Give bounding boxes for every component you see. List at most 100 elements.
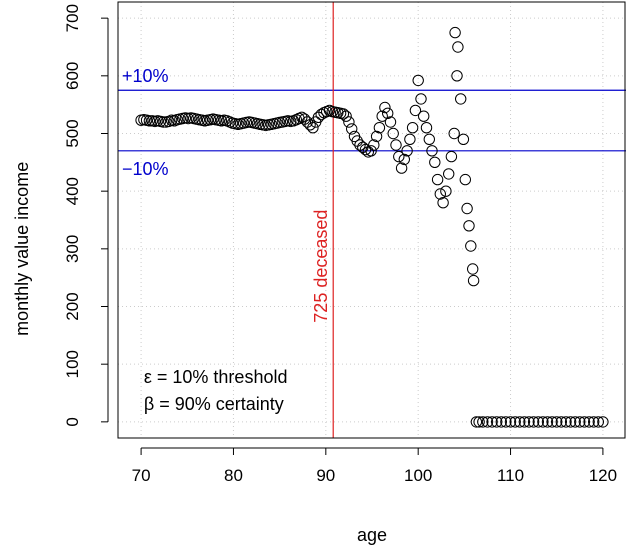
data-point <box>463 220 475 232</box>
data-point <box>470 416 483 428</box>
data-point <box>509 416 521 428</box>
data-point <box>457 133 470 146</box>
data-point <box>518 416 531 428</box>
data-point <box>420 122 433 134</box>
x-tick-label: 120 <box>589 466 617 485</box>
y-tick-label: 500 <box>63 119 82 147</box>
threshold-lines: +10% −10% <box>118 66 626 179</box>
grid <box>118 2 626 438</box>
data-point <box>588 416 600 428</box>
data-point <box>445 150 458 163</box>
data-point <box>434 188 446 200</box>
data-point <box>368 139 380 151</box>
data-point <box>437 197 449 209</box>
data-point <box>578 416 591 428</box>
data-point <box>481 416 494 428</box>
data-point <box>451 70 463 82</box>
data-point <box>412 74 424 87</box>
data-point <box>304 119 316 131</box>
threshold-label: −10% <box>122 159 169 179</box>
data-point <box>307 122 319 134</box>
data-point <box>379 101 391 114</box>
x-tick-label: 110 <box>497 466 524 485</box>
x-tick-label: 100 <box>404 466 432 485</box>
data-point <box>426 145 438 157</box>
data-point <box>376 110 388 122</box>
data-point <box>429 156 441 169</box>
data-point <box>406 122 419 134</box>
data-point <box>467 274 480 287</box>
data-point <box>449 26 461 39</box>
data-point <box>477 416 489 428</box>
x-axis-label: age <box>357 525 387 545</box>
y-tick-label: 400 <box>63 177 82 205</box>
data-point <box>555 416 567 428</box>
data-point <box>574 416 586 428</box>
y-tick-label: 300 <box>63 235 82 263</box>
deceased-label: 725 deceased <box>311 210 331 323</box>
data-point <box>387 127 399 140</box>
data-point <box>418 110 430 122</box>
y-axis: 0 100 200 300 400 500 600 700 <box>63 4 109 427</box>
data-point <box>401 145 413 157</box>
data-point <box>415 93 427 105</box>
data-point <box>143 115 156 127</box>
y-axis-label: monthly value income <box>12 162 32 336</box>
data-point <box>461 202 473 215</box>
y-tick-label: 700 <box>63 4 82 32</box>
data-point <box>395 162 408 174</box>
deceased-line-group: 725 deceased <box>311 2 334 438</box>
data-point <box>448 127 460 140</box>
data-point <box>486 416 498 428</box>
data-point <box>592 416 604 428</box>
y-tick-label: 100 <box>63 350 82 378</box>
data-point <box>569 416 581 428</box>
data-point <box>541 416 554 428</box>
data-point <box>455 93 467 105</box>
plot-frame <box>117 1 626 439</box>
data-point <box>373 122 386 134</box>
data-point <box>495 416 507 428</box>
data-point <box>409 104 422 117</box>
data-point <box>504 416 517 428</box>
data-point <box>500 416 512 428</box>
data-point <box>459 173 471 186</box>
x-tick-label: 80 <box>224 466 243 485</box>
data-point <box>491 416 503 428</box>
data-point <box>382 107 394 120</box>
data-point <box>351 135 363 147</box>
data-point <box>467 263 479 275</box>
data-point <box>465 240 477 252</box>
y-tick-label: 600 <box>63 62 82 90</box>
data-point <box>532 416 544 428</box>
x-tick-label: 90 <box>316 466 335 485</box>
epsilon-annotation: ε = 10% threshold <box>144 367 288 387</box>
data-point <box>527 416 540 428</box>
data-point <box>393 150 405 163</box>
beta-annotation: β = 90% certainty <box>144 394 284 414</box>
data-point <box>537 416 549 428</box>
data-point <box>346 123 358 135</box>
data-point <box>560 416 572 428</box>
data-point <box>423 133 435 146</box>
x-tick-label: 70 <box>132 466 151 485</box>
data-point <box>440 185 452 197</box>
data-point <box>523 416 535 428</box>
y-tick-label: 0 <box>63 417 82 426</box>
x-axis: 70 80 90 100 110 120 <box>132 447 617 485</box>
data-point <box>398 153 410 166</box>
data-point <box>390 139 402 151</box>
data-point <box>452 41 464 53</box>
data-point <box>583 416 595 428</box>
data-point <box>514 416 526 428</box>
data-point <box>546 416 558 428</box>
data-point <box>337 108 350 120</box>
data-point <box>597 416 609 428</box>
data-point <box>370 130 383 143</box>
data-points <box>135 26 609 428</box>
data-point <box>404 133 416 146</box>
data-point <box>343 116 355 128</box>
data-point <box>157 116 170 128</box>
data-point <box>443 168 455 180</box>
